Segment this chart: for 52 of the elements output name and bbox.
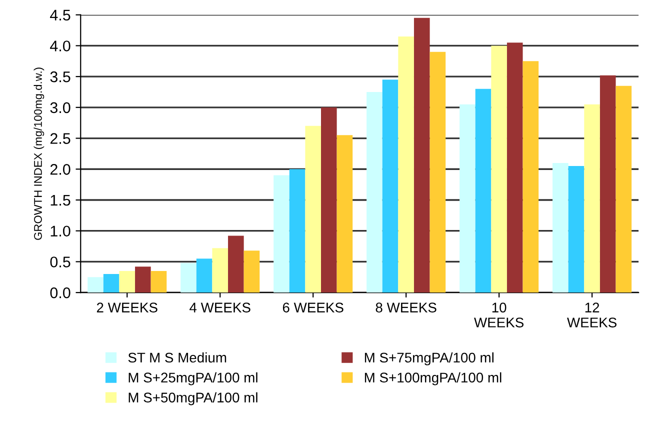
y-tick-label: 1.0 bbox=[50, 226, 70, 237]
x-tick-label: 4 WEEKS bbox=[190, 302, 250, 312]
y-axis-title: GROWTH INDEX (mg/100mg.d.w.) bbox=[34, 68, 44, 240]
bar bbox=[522, 61, 539, 293]
bar bbox=[135, 266, 151, 293]
bar bbox=[584, 104, 600, 293]
bar bbox=[103, 274, 120, 293]
legend-label: M S+25mgPA/100 ml bbox=[128, 372, 258, 386]
bar bbox=[430, 52, 446, 293]
legend-label: M S+75mgPA/100 ml bbox=[364, 352, 494, 366]
bar bbox=[475, 88, 492, 293]
bar bbox=[228, 236, 244, 293]
bar bbox=[336, 135, 353, 293]
bar bbox=[119, 270, 136, 293]
bar bbox=[506, 42, 523, 293]
bar bbox=[552, 162, 568, 293]
x-tick-label: 6 WEEKS bbox=[282, 302, 344, 312]
legend-label: M S+50mgPA/100 ml bbox=[128, 392, 258, 406]
y-tick-label: 4.0 bbox=[50, 40, 70, 52]
bar bbox=[568, 166, 584, 293]
bar bbox=[305, 126, 321, 293]
bar bbox=[180, 262, 196, 293]
bar bbox=[398, 36, 414, 293]
y-tick-label: 2.0 bbox=[50, 164, 70, 175]
y-tick-label: 0.0 bbox=[50, 287, 70, 298]
bar bbox=[244, 250, 260, 293]
legend-label: M S+100mgPA/100 ml bbox=[364, 372, 502, 386]
x-tick-label: 10 WEEKS bbox=[474, 302, 524, 328]
legend-label: ST M S Medium bbox=[128, 352, 226, 363]
bar bbox=[414, 18, 430, 293]
bar bbox=[88, 277, 104, 293]
bar bbox=[321, 107, 337, 293]
bar bbox=[616, 86, 632, 293]
x-tick-label: 12 WEEKS bbox=[567, 302, 616, 328]
bar bbox=[289, 169, 306, 293]
bar bbox=[366, 92, 382, 293]
bar bbox=[274, 175, 290, 293]
bar bbox=[150, 270, 167, 293]
y-tick-label: 2.5 bbox=[50, 133, 70, 144]
bar bbox=[212, 248, 228, 293]
y-tick-label: 0.5 bbox=[50, 256, 70, 268]
y-tick-label: 3.5 bbox=[50, 71, 70, 82]
bar bbox=[196, 258, 212, 293]
y-tick-label: 3.0 bbox=[50, 102, 70, 114]
y-tick-label: 4.5 bbox=[50, 10, 70, 21]
bar bbox=[491, 46, 507, 293]
x-tick-label: 8 WEEKS bbox=[376, 302, 436, 312]
bar bbox=[382, 80, 398, 293]
bar bbox=[460, 104, 476, 293]
bar bbox=[600, 75, 616, 293]
y-tick-label: 1.5 bbox=[50, 195, 70, 206]
x-tick-label: 2 WEEKS bbox=[96, 302, 158, 312]
